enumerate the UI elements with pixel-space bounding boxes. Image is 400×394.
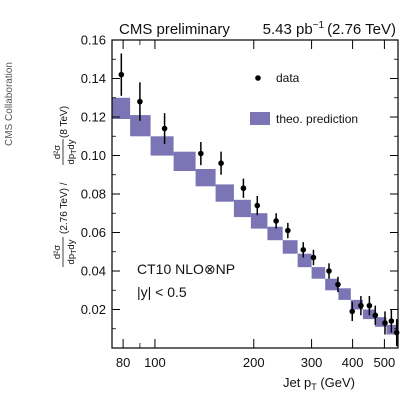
data-marker-19	[393, 329, 400, 336]
data-point-4	[218, 151, 224, 175]
data-marker-0	[118, 71, 125, 78]
lumi-exponent: −1	[313, 20, 325, 31]
data-marker-7	[273, 218, 279, 224]
y-axis-title: dpTdy d²σ (2.76 TeV) / d²σ dpTdy (8 TeV)	[52, 106, 78, 267]
data-point-19	[393, 319, 400, 347]
theory-band-4	[195, 169, 216, 187]
data-marker-14	[358, 302, 364, 309]
theory-band-12	[325, 278, 339, 291]
legend-theory-label: theo. prediction	[276, 112, 358, 126]
theory-band-2	[150, 136, 174, 156]
y-title-frac2-num: d²σ	[52, 145, 63, 159]
data-point-12	[335, 276, 341, 293]
data-point-18	[388, 309, 395, 333]
y-tick-label-5: 0.12	[81, 110, 106, 125]
data-point-7	[273, 213, 279, 229]
legend-data-marker	[255, 75, 261, 81]
y-title-frac1-den: dpTdy	[66, 239, 78, 264]
x-tick-label-4: 400	[342, 355, 364, 370]
y-title-end: (8 TeV)	[59, 106, 70, 138]
theory-band-1	[130, 115, 151, 137]
data-marker-13	[349, 308, 356, 315]
theory-band-5	[215, 184, 234, 202]
y-title-frac1-num-text: d²σ	[52, 245, 63, 259]
axis-ticks: 0.02 0.04 0.06 0.08 0.10 0.12 0.14 0.16 80 100 200…	[81, 33, 398, 370]
y-tick-label-6: 0.14	[81, 71, 106, 86]
annotation-rapidity: |y| < 0.5	[137, 284, 187, 300]
theory-band-8	[267, 226, 283, 241]
data-marker-11	[326, 268, 332, 274]
data-point-9	[300, 242, 307, 258]
data-marker-3	[198, 150, 204, 157]
data-point-10	[310, 249, 317, 266]
theory-band-14	[350, 299, 363, 310]
theory-band-0	[112, 97, 131, 119]
data-point-15	[366, 296, 373, 316]
data-marker-1	[137, 98, 143, 105]
data-marker-10	[310, 254, 317, 261]
data-marker-16	[372, 312, 379, 319]
data-marker-8	[285, 227, 291, 234]
data-point-3	[198, 142, 204, 166]
x-tick-label-0: 80	[116, 355, 130, 370]
y-title-frac2-den: dpTdy	[66, 139, 78, 164]
data-marker-9	[300, 247, 307, 253]
legend-data-label: data	[276, 71, 300, 85]
theory-band-16	[375, 317, 387, 327]
legend: data theo. prediction	[250, 71, 358, 126]
data-point-1	[137, 82, 143, 121]
data-point-16	[372, 305, 379, 325]
legend-theory-swatch	[250, 112, 270, 125]
y-title-middle: (2.76 TeV) /	[59, 182, 70, 234]
data-points	[118, 53, 400, 347]
y-tick-label-7: 0.16	[81, 33, 106, 48]
x-tick-label-2: 200	[243, 355, 265, 370]
theory-band-17	[386, 324, 398, 335]
theory-band-10	[297, 253, 312, 268]
data-point-6	[254, 195, 261, 216]
y-tick-label-4: 0.10	[81, 148, 106, 163]
x-tick-label-3: 300	[301, 355, 323, 370]
data-marker-15	[366, 302, 373, 309]
y-tick-label-1: 0.04	[81, 264, 106, 279]
x-tick-label-1: 100	[144, 355, 166, 370]
data-marker-5	[240, 185, 247, 192]
annotation-pdf: CT10 NLO⊗NP	[137, 261, 235, 277]
data-point-0	[118, 53, 125, 96]
x-axis-title-unit: (GeV)	[317, 375, 355, 390]
theory-band-13	[338, 288, 351, 300]
theory-band-3	[173, 151, 196, 171]
theory-band-11	[311, 267, 326, 279]
data-point-8	[285, 222, 291, 239]
lumi-value: 5.43 pb	[263, 21, 313, 38]
data-point-13	[349, 301, 356, 322]
theory-band-7	[250, 213, 268, 229]
data-marker-6	[254, 202, 261, 209]
theory-bands	[112, 97, 398, 335]
x-axis-title: Jet pT (GeV)	[283, 375, 355, 392]
theory-band-9	[282, 240, 298, 254]
y-tick-label-2: 0.06	[81, 225, 106, 240]
x-tick-label-5: 500	[374, 355, 396, 370]
data-point-5	[240, 178, 247, 198]
data-point-17	[382, 311, 388, 335]
data-marker-12	[335, 281, 341, 288]
x-axis-title-main: Jet p	[283, 375, 311, 390]
data-marker-2	[161, 125, 168, 132]
data-marker-4	[218, 160, 224, 166]
data-point-14	[358, 296, 364, 316]
data-point-2	[161, 113, 168, 144]
data-point-11	[326, 263, 332, 279]
x-axis-title-sub: T	[311, 382, 317, 392]
data-marker-18	[388, 318, 395, 324]
y-tick-label-3: 0.08	[81, 187, 106, 202]
y-tick-label-0: 0.02	[81, 302, 106, 317]
data-marker-17	[382, 320, 388, 326]
header-luminosity: 5.43 pb−1 (2.76 TeV)	[263, 20, 396, 38]
theory-band-6	[233, 199, 251, 218]
header-experiment: CMS preliminary	[119, 21, 230, 38]
side-credit: CMS Collaboration	[4, 62, 15, 146]
lumi-energy: (2.76 TeV)	[327, 21, 396, 38]
